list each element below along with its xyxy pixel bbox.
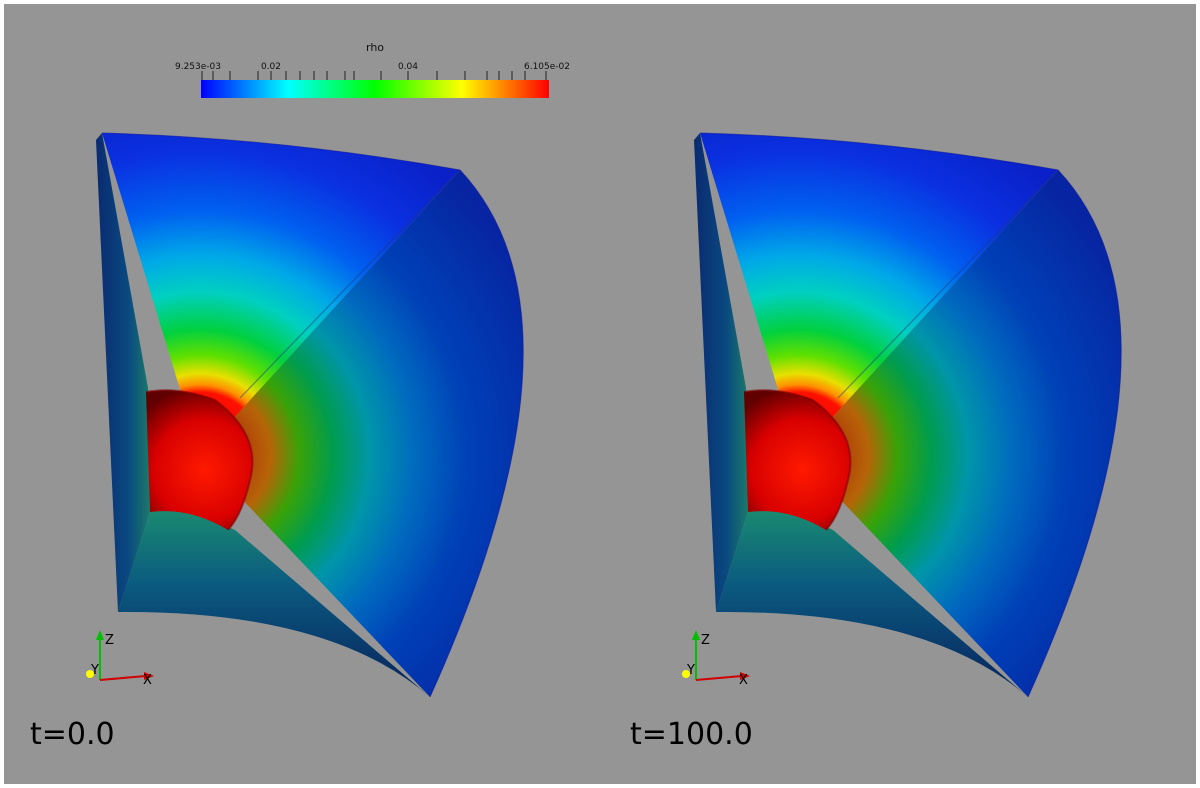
y-axis-dot: [682, 670, 690, 678]
x-axis-arrowhead: [740, 672, 750, 680]
x-axis-arrowhead: [144, 672, 154, 680]
panel-right[interactable]: t=100.0: [630, 132, 1123, 752]
colorbar-ticks: [201, 71, 547, 80]
panel-left[interactable]: t=0.0: [30, 132, 525, 752]
colorbar-min-label: 9.253e-03: [175, 62, 221, 72]
colorbar-title: rho: [366, 41, 384, 54]
time-label-left: t=0.0: [30, 717, 115, 752]
sliced-sphere-render-right[interactable]: [693, 132, 1123, 698]
x-axis-label: X: [143, 673, 152, 688]
y-axis-label: Y: [90, 663, 99, 678]
y-axis-dot: [86, 670, 94, 678]
colorbar-max-label: 6.105e-02: [524, 62, 570, 72]
sliced-sphere-render-left[interactable]: [95, 132, 525, 698]
x-axis-arrow: [99, 675, 147, 681]
z-axis-label: Z: [701, 633, 710, 648]
x-axis-arrow: [695, 675, 743, 681]
colorbar-tick-label-2: 0.04: [398, 62, 418, 72]
axes-triad-right: Z Y X: [682, 630, 750, 688]
colorbar-tick-label-1: 0.02: [261, 62, 281, 72]
z-axis-arrowhead: [692, 630, 700, 640]
y-axis-label: Y: [686, 663, 695, 678]
z-axis-label: Z: [105, 633, 114, 648]
colorbar-gradient: [201, 80, 549, 98]
axes-triad-left: Z Y X: [86, 630, 154, 688]
time-label-right: t=100.0: [630, 717, 753, 752]
x-axis-label: X: [739, 673, 748, 688]
z-axis-arrowhead: [96, 630, 104, 640]
colorbar: rho 9.253e-03 0.02 0.04 6.105e-02: [175, 41, 570, 98]
